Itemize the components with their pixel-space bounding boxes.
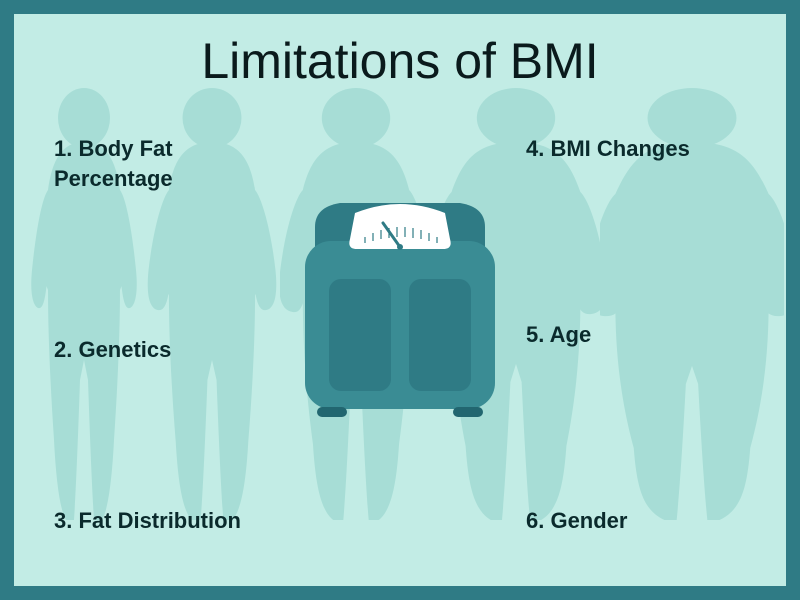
right-column: 4. BMI Changes 5. Age 6. Gender — [526, 124, 746, 556]
limitation-item-1: 1. Body Fat Percentage — [54, 134, 274, 193]
left-column: 1. Body Fat Percentage 2. Genetics 3. Fa… — [54, 124, 274, 556]
limitation-item-6: 6. Gender — [526, 506, 746, 536]
scale-illustration — [285, 189, 515, 424]
limitation-item-3: 3. Fat Distribution — [54, 506, 274, 536]
infographic-frame: Limitations of BMI 1. Body Fat Percentag… — [0, 0, 800, 600]
limitation-item-2: 2. Genetics — [54, 335, 274, 365]
page-title: Limitations of BMI — [14, 32, 786, 90]
limitation-item-4: 4. BMI Changes — [526, 134, 746, 164]
scale-icon — [285, 189, 515, 419]
limitation-item-5: 5. Age — [526, 320, 746, 350]
